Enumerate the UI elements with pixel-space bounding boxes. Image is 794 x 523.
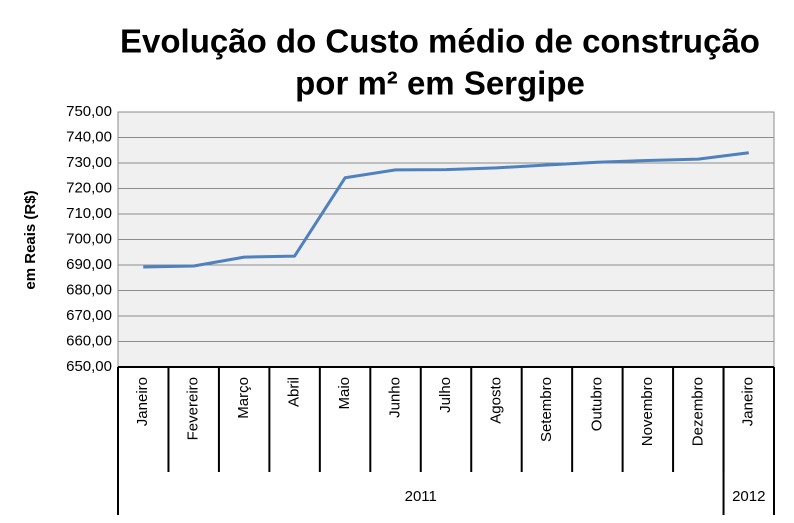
x-tick-label: Abril bbox=[286, 377, 303, 407]
x-tick-label: Setembro bbox=[538, 377, 555, 442]
x-tick-label: Julho bbox=[437, 377, 454, 413]
y-tick-label: 700,00 bbox=[66, 230, 112, 247]
x-tick-label: Fevereiro bbox=[185, 377, 202, 440]
group-label: 2011 bbox=[405, 488, 437, 505]
y-tick-label: 680,00 bbox=[66, 281, 112, 298]
y-tick-label: 650,00 bbox=[66, 358, 112, 375]
y-tick-label: 690,00 bbox=[66, 256, 112, 273]
x-tick-label: Março bbox=[235, 377, 252, 419]
line-series bbox=[143, 151, 749, 269]
x-tick-label: Janeiro bbox=[740, 377, 757, 426]
x-tick-label: Junho bbox=[387, 377, 404, 418]
chart-title: Evolução do Custo médio de construção bbox=[120, 23, 760, 60]
group-label: 2012 bbox=[732, 488, 765, 505]
y-tick-label: 660,00 bbox=[66, 332, 112, 349]
x-tick-label: Dezembro bbox=[689, 377, 706, 446]
chart-title: por m² em Sergipe bbox=[295, 65, 585, 102]
y-tick-label: 730,00 bbox=[66, 154, 112, 171]
x-tick-label: Outubro bbox=[588, 377, 605, 431]
y-axis-label: em Reais (R$) bbox=[22, 190, 39, 289]
y-tick-label: 670,00 bbox=[66, 307, 112, 324]
x-tick-label: Maio bbox=[336, 377, 353, 410]
y-tick-label: 740,00 bbox=[66, 128, 112, 145]
x-tick-label: Agosto bbox=[487, 377, 504, 424]
x-tick-label: Novembro bbox=[639, 377, 656, 446]
x-tick-label: Janeiro bbox=[134, 377, 151, 426]
y-tick-label: 750,00 bbox=[66, 103, 112, 120]
y-tick-label: 720,00 bbox=[66, 179, 112, 196]
y-tick-label: 710,00 bbox=[66, 205, 112, 222]
